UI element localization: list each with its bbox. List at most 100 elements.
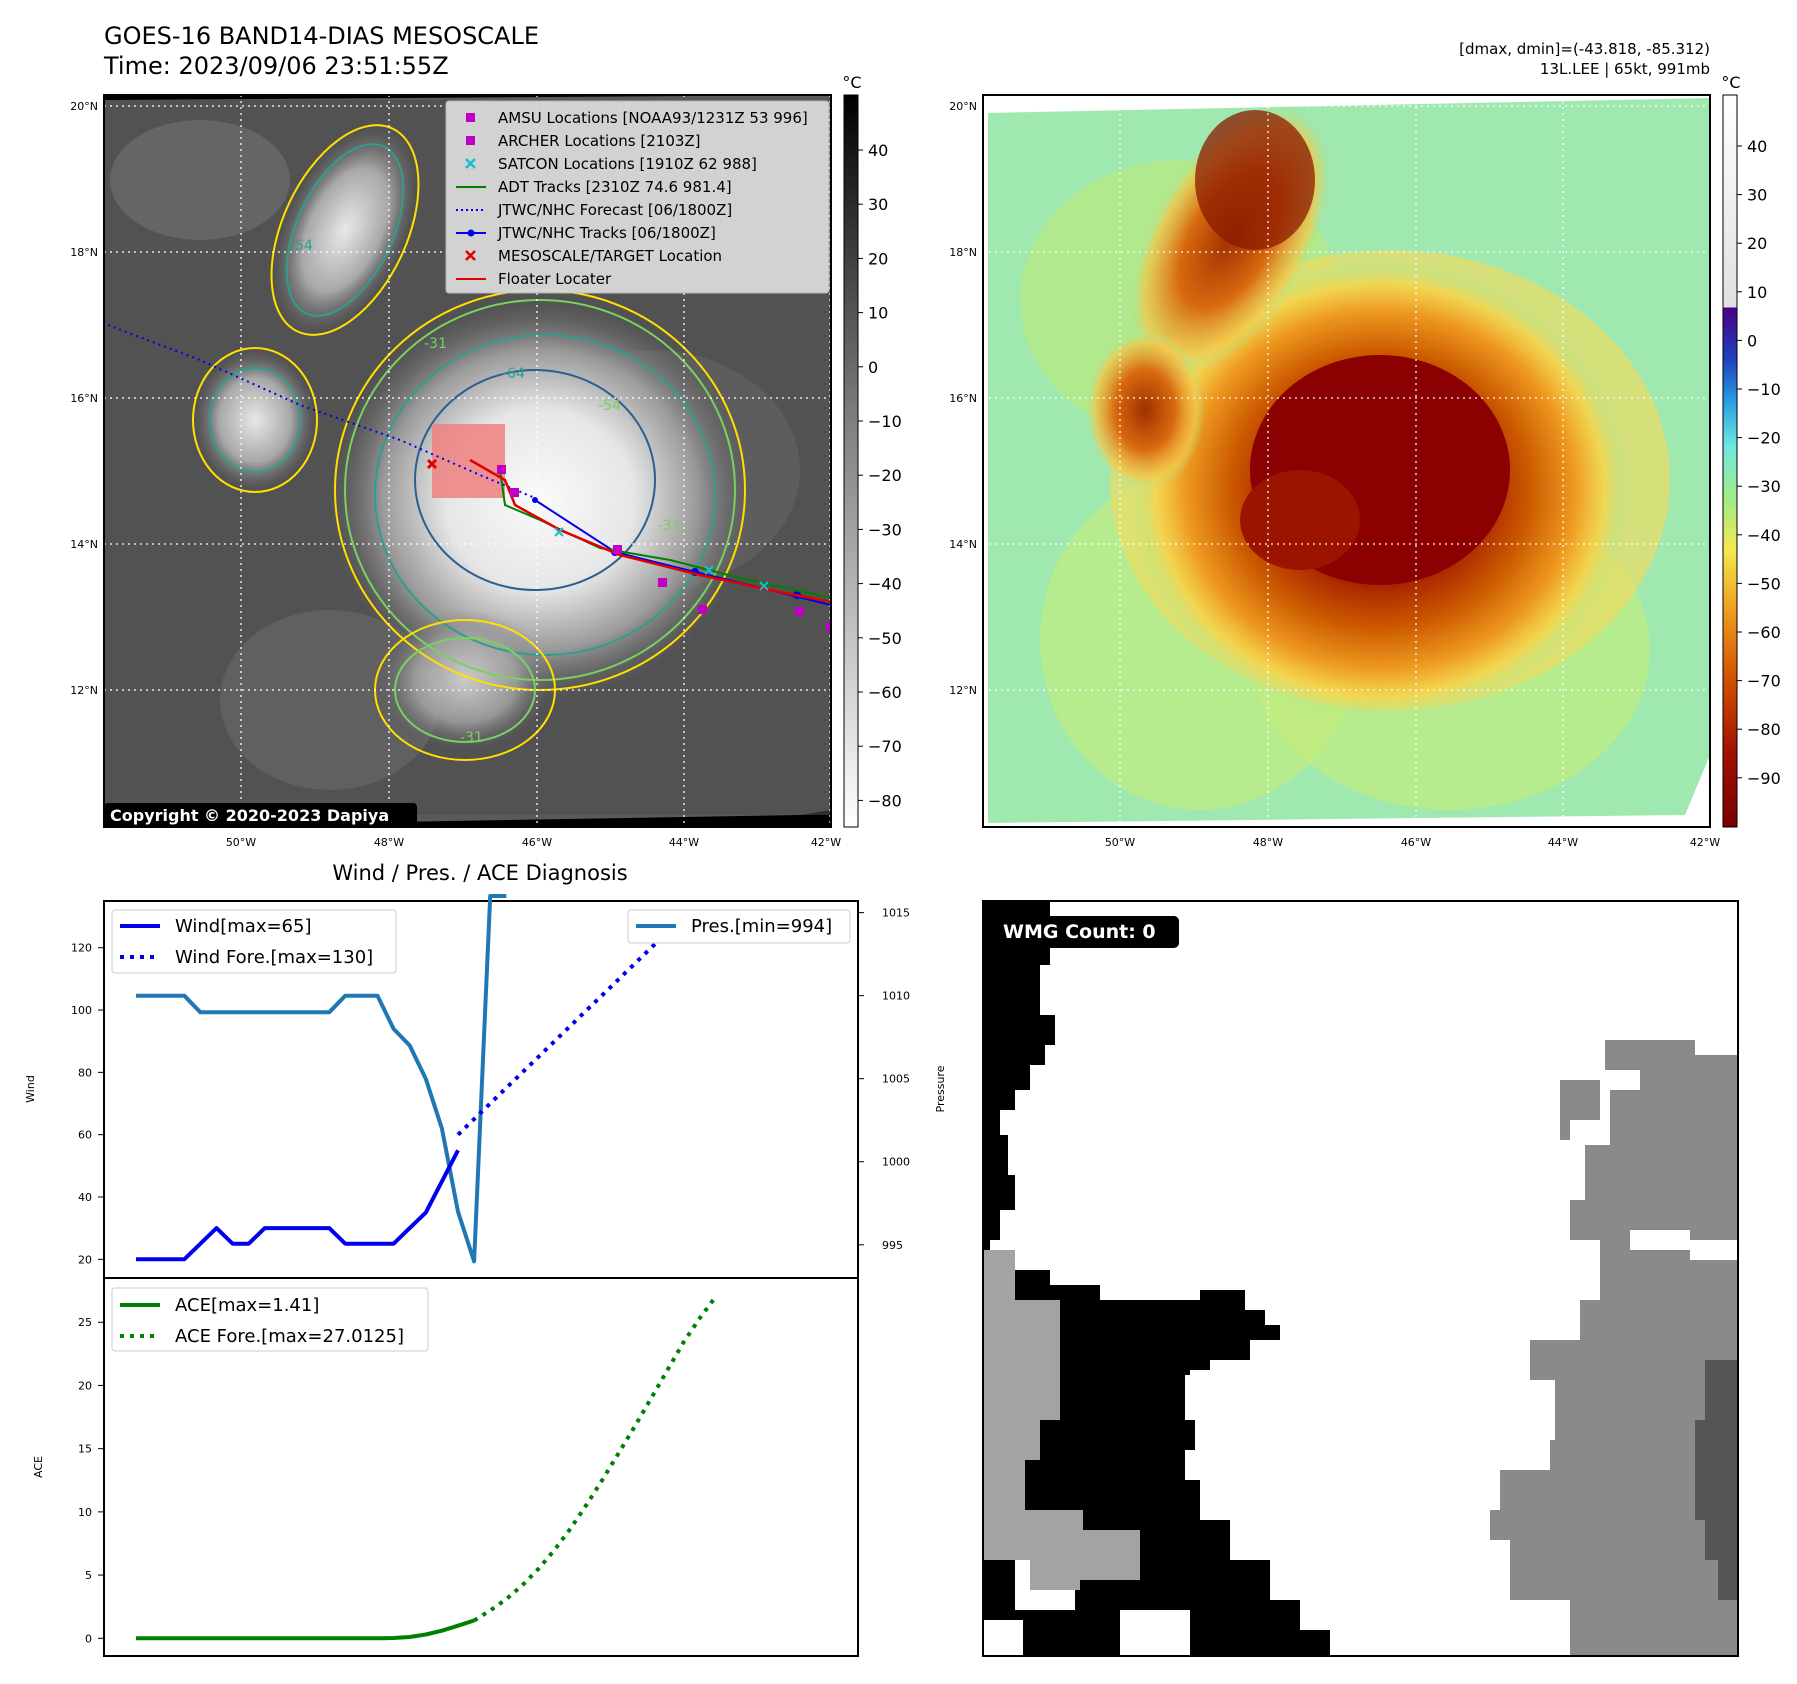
colorbar-tick-label: −20	[1747, 429, 1781, 448]
axis-tick-label: 1010	[882, 990, 910, 1003]
ir-satellite-image	[104, 95, 831, 827]
lat-label: 16°N	[70, 392, 98, 405]
ace-legend: ACE[max=1.41] ACE Fore.[max=27.0125]	[111, 1287, 429, 1352]
lat-label: 20°N	[70, 100, 98, 113]
legend-x-marker	[465, 158, 476, 169]
lon-label: 42°W	[811, 836, 841, 849]
axis-tick-label: 10	[78, 1506, 92, 1519]
colorbar-tick-label: 10	[868, 304, 888, 323]
colorbar-tick-label: −70	[868, 737, 902, 756]
wmg-count-text: WMG Count: 0	[1003, 921, 1156, 943]
wind-axis-label: Wind	[24, 1075, 37, 1103]
contour-label: -54	[598, 398, 621, 414]
mesoscale-target-box	[432, 424, 505, 498]
axis-tick-label: 0	[85, 1632, 92, 1645]
color-colorbar: °C 40 30 20 10 0 −10 −20 −30 −40 −50 −60 −70 −80 −90	[1721, 73, 1781, 828]
legend-dot-marker	[467, 229, 475, 237]
colorbar-tick-label: −30	[868, 520, 902, 539]
axis-tick-label: 40	[78, 1191, 92, 1204]
lat-label: 18°N	[949, 246, 977, 259]
colorbar-tick-label: 30	[868, 195, 888, 214]
legend-item-label: SATCON Locations [1910Z 62 988]	[498, 155, 757, 173]
axis-tick-label: 100	[71, 1004, 92, 1017]
ir-map-panel: -64 -54 -31 -31 -54 -31 AMSU Locations […	[70, 73, 902, 849]
lon-label: 48°W	[374, 836, 404, 849]
colorbar-tick-label: −50	[868, 629, 902, 648]
ir-lat-labels: 20°N 18°N 16°N 14°N 12°N	[70, 100, 98, 697]
colorbar-tick-label: −40	[1747, 526, 1781, 545]
legend-square-marker	[466, 113, 475, 122]
legend-item-label: JTWC/NHC Forecast [06/1800Z]	[497, 201, 732, 219]
legend-item-label: MESOSCALE/TARGET Location	[498, 247, 722, 265]
wind-pressure-chart: Wind Pressure 20 40 60 80 100 120 995 1000 1005…	[24, 894, 947, 1279]
colorbar-tick-label: −40	[868, 575, 902, 594]
colorbar-tick-label: −80	[868, 791, 902, 810]
colorbar-tick-label: −90	[1747, 769, 1781, 788]
wind-line	[136, 1149, 460, 1262]
lon-label: 44°W	[1548, 836, 1578, 849]
ir-colorbar: °C 40 30 20 10 0 −10 −20 −30 −40 −50 −60 −70 −80	[842, 73, 902, 828]
wind-fore-legend-label: Wind Fore.[max=130]	[175, 947, 373, 968]
colorbar-tick-label: 0	[868, 358, 878, 377]
axis-tick-label: 995	[882, 1239, 903, 1252]
legend-item-label: ADT Tracks [2310Z 74.6 981.4]	[498, 178, 732, 196]
colorbar-tick-label: 10	[1747, 283, 1767, 302]
lon-label: 44°W	[669, 836, 699, 849]
lon-label: 50°W	[226, 836, 256, 849]
legend-item-label: JTWC/NHC Tracks [06/1800Z]	[497, 224, 716, 242]
colorbar-tick-label: −70	[1747, 672, 1781, 691]
color-map-panel: 20°N 18°N 16°N 14°N 12°N 50°W 48°W 46°W …	[949, 73, 1781, 849]
lat-label: 16°N	[949, 392, 977, 405]
axis-tick-label: 1000	[882, 1156, 910, 1169]
ir-map-legend: AMSU Locations [NOAA93/1231Z 53 996] ARCH…	[445, 100, 830, 294]
ace-line	[136, 1618, 475, 1641]
colorbar-tick-label: −10	[868, 412, 902, 431]
legend-item-label: Floater Locater	[498, 270, 612, 288]
legend-x-marker	[465, 250, 476, 261]
wind-legend: Wind[max=65] Wind Fore.[max=130]	[111, 909, 397, 974]
diagnosis-title: Wind / Pres. / ACE Diagnosis	[332, 861, 627, 885]
color-lon-labels: 50°W 48°W 46°W 44°W 42°W	[1105, 836, 1720, 849]
color-enhanced-image	[983, 95, 1710, 827]
lat-label: 18°N	[70, 246, 98, 259]
axis-tick-label: 120	[71, 942, 92, 955]
legend-square-marker	[466, 136, 475, 145]
lon-label: 42°W	[1690, 836, 1720, 849]
color-colorbar-unit: °C	[1721, 73, 1740, 92]
axis-tick-label: 20	[78, 1253, 92, 1266]
ir-lon-labels: 50°W 48°W 46°W 44°W 42°W	[226, 836, 841, 849]
colorbar-tick-label: 20	[1747, 234, 1767, 253]
contour-label: -31	[658, 518, 681, 534]
axis-tick-label: 5	[85, 1569, 92, 1582]
pressure-legend: Pres.[min=994]	[627, 909, 851, 944]
contour-label: -31	[424, 336, 447, 352]
axis-tick-label: 15	[78, 1443, 92, 1456]
wmg-count-badge	[993, 916, 1179, 948]
ir-colorbar-unit: °C	[842, 73, 861, 92]
pressure-axis-label: Pressure	[934, 1065, 947, 1112]
copyright-badge	[104, 803, 417, 827]
storm-info-text: 13L.LEE | 65kt, 991mb	[1540, 60, 1710, 78]
colorbar-tick-label: 30	[1747, 186, 1767, 205]
figure-title: GOES-16 BAND14-DIAS MESOSCALE	[104, 22, 539, 50]
colorbar-tick-label: 20	[868, 249, 888, 268]
lon-label: 48°W	[1253, 836, 1283, 849]
colorbar-tick-label: 40	[1747, 137, 1767, 156]
pressure-legend-label: Pres.[min=994]	[691, 916, 832, 937]
colorbar-tick-label: −60	[868, 683, 902, 702]
axis-tick-label: 1015	[882, 907, 910, 920]
legend-item-label: ARCHER Locations [2103Z]	[498, 132, 701, 150]
axis-tick-label: 80	[78, 1066, 92, 1079]
axis-tick-label: 60	[78, 1129, 92, 1142]
lat-label: 12°N	[949, 684, 977, 697]
axis-tick-label: 25	[78, 1316, 92, 1329]
mesoscale-target-marker	[426, 458, 438, 470]
wmg-image	[983, 901, 1738, 1656]
lat-label: 12°N	[70, 684, 98, 697]
colorbar-tick-label: 0	[1747, 331, 1757, 350]
colorbar-tick-label: −10	[1747, 380, 1781, 399]
axis-tick-label: 1005	[882, 1073, 910, 1086]
lon-label: 46°W	[522, 836, 552, 849]
figure-time: Time: 2023/09/06 23:51:55Z	[103, 52, 449, 80]
